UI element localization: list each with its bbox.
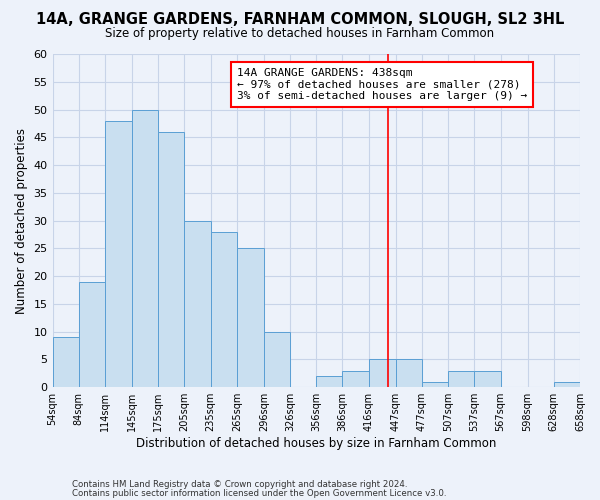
X-axis label: Distribution of detached houses by size in Farnham Common: Distribution of detached houses by size … bbox=[136, 437, 496, 450]
Text: Contains HM Land Registry data © Crown copyright and database right 2024.: Contains HM Land Registry data © Crown c… bbox=[72, 480, 407, 489]
Bar bbox=[448, 370, 475, 387]
Bar bbox=[422, 382, 448, 387]
Bar bbox=[368, 360, 396, 387]
Bar bbox=[343, 370, 368, 387]
Bar bbox=[158, 132, 184, 387]
Y-axis label: Number of detached properties: Number of detached properties bbox=[15, 128, 28, 314]
Bar bbox=[79, 282, 105, 387]
Bar bbox=[316, 376, 343, 387]
Bar bbox=[53, 337, 79, 387]
Bar bbox=[211, 232, 237, 387]
Text: 14A GRANGE GARDENS: 438sqm
← 97% of detached houses are smaller (278)
3% of semi: 14A GRANGE GARDENS: 438sqm ← 97% of deta… bbox=[237, 68, 527, 101]
Text: Contains public sector information licensed under the Open Government Licence v3: Contains public sector information licen… bbox=[72, 490, 446, 498]
Bar bbox=[264, 332, 290, 387]
Bar bbox=[554, 382, 580, 387]
Bar bbox=[237, 248, 264, 387]
Text: Size of property relative to detached houses in Farnham Common: Size of property relative to detached ho… bbox=[106, 28, 494, 40]
Bar bbox=[396, 360, 422, 387]
Bar bbox=[184, 220, 211, 387]
Bar bbox=[132, 110, 158, 387]
Bar bbox=[105, 120, 132, 387]
Bar bbox=[475, 370, 500, 387]
Text: 14A, GRANGE GARDENS, FARNHAM COMMON, SLOUGH, SL2 3HL: 14A, GRANGE GARDENS, FARNHAM COMMON, SLO… bbox=[36, 12, 564, 28]
